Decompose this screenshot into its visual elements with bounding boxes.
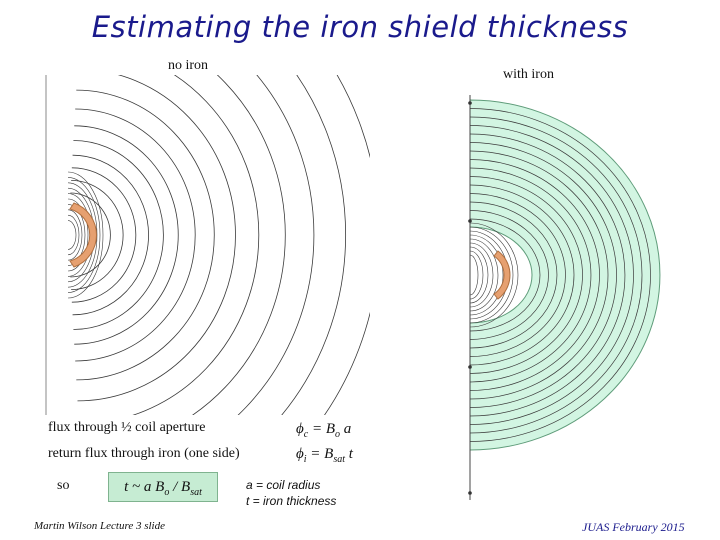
flux-aperture-label: flux through ½ coil aperture xyxy=(48,420,206,435)
iron-field-line xyxy=(469,150,609,400)
field-line xyxy=(237,75,315,415)
iron-field-line xyxy=(469,142,617,408)
field-line xyxy=(77,75,236,402)
iron-yoke xyxy=(469,99,661,451)
thickness-result-box: t ~ a Bo / Bsat xyxy=(108,472,218,502)
axis-dot xyxy=(468,365,472,369)
iron-field-line xyxy=(469,210,549,340)
footer-author: Martin Wilson Lecture 3 slide xyxy=(34,520,165,532)
iron-field-line xyxy=(469,167,592,383)
iron-field-line xyxy=(469,125,634,425)
inner-field-line xyxy=(67,220,77,250)
field-line xyxy=(71,167,137,303)
aperture-field-line xyxy=(469,222,519,328)
aperture-field-line xyxy=(469,234,504,316)
iron-field-line xyxy=(469,184,575,366)
inner-field-line xyxy=(67,214,80,256)
field-line xyxy=(74,125,179,345)
iron-field-line xyxy=(469,201,558,349)
inner-field-line xyxy=(67,209,83,261)
aperture-field-line xyxy=(469,238,499,312)
iron-field-line xyxy=(469,218,541,332)
iron-field-line xyxy=(469,193,566,357)
field-line xyxy=(71,180,124,290)
aperture-field-line xyxy=(469,254,479,296)
field-line xyxy=(72,154,149,316)
axis-dot xyxy=(468,101,472,105)
slide-title: Estimating the iron shield thickness xyxy=(91,10,629,44)
iron-field-line xyxy=(469,159,600,391)
iron-field-line xyxy=(469,116,643,434)
field-line xyxy=(70,192,111,278)
field-line xyxy=(132,75,260,415)
field-line xyxy=(323,75,370,415)
coil-flux-formula: ϕc = Bo a xyxy=(296,421,352,440)
iron-field-line xyxy=(469,176,583,374)
aperture-field-line xyxy=(469,246,489,304)
field-line xyxy=(281,75,347,415)
coil-crescent xyxy=(69,202,98,268)
field-line xyxy=(75,108,196,362)
field-line xyxy=(76,89,215,381)
inner-field-line xyxy=(67,177,101,293)
axis-dot xyxy=(468,491,472,495)
with-iron-field-diagram xyxy=(468,95,661,500)
iron-field-line xyxy=(469,108,651,442)
footer-date: JUAS February 2015 xyxy=(582,520,685,534)
return-flux-label: return flux through iron (one side) xyxy=(48,446,240,461)
inner-field-line xyxy=(67,171,104,299)
axis-dot xyxy=(468,219,472,223)
inner-field-line xyxy=(67,198,89,272)
aperture-field-line xyxy=(469,250,484,300)
iron-field-line xyxy=(469,133,626,417)
with-iron-label: with iron xyxy=(503,67,554,82)
coil-crescent xyxy=(493,250,511,300)
coil-radius-note: a = coil radius xyxy=(246,478,321,492)
no-iron-label: no iron xyxy=(168,58,209,73)
field-line xyxy=(73,140,164,330)
aperture-field-line xyxy=(469,242,494,308)
so-label: so xyxy=(57,478,70,493)
field-line xyxy=(191,75,286,415)
no-iron-field-diagram xyxy=(45,75,370,415)
iron-flux-formula: ϕi = Bsat t xyxy=(296,446,353,465)
iron-thickness-note: t = iron thickness xyxy=(246,494,337,508)
aperture-field-line xyxy=(469,226,514,324)
